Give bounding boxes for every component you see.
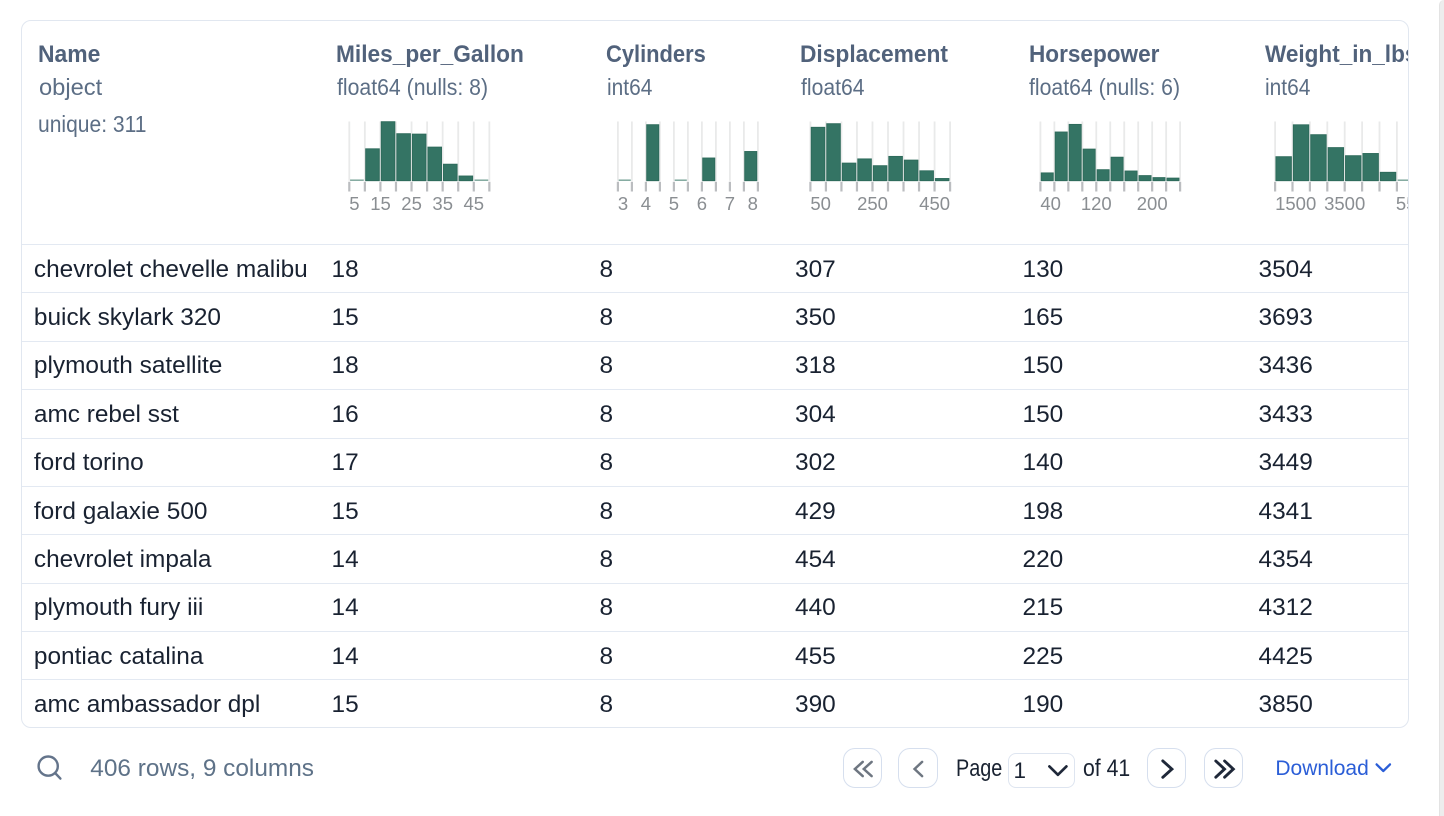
svg-text:15: 15 [370, 193, 391, 214]
svg-text:450: 450 [919, 193, 950, 214]
svg-text:50: 50 [810, 193, 831, 214]
svg-text:120: 120 [1080, 193, 1111, 214]
svg-text:3: 3 [617, 193, 627, 214]
svg-text:7: 7 [724, 193, 734, 214]
svg-text:5500: 5500 [1395, 193, 1408, 214]
svg-text:4: 4 [640, 193, 650, 214]
svg-text:1500: 1500 [1275, 193, 1316, 214]
svg-text:45: 45 [463, 193, 484, 214]
svg-text:250: 250 [857, 193, 888, 214]
svg-text:3500: 3500 [1324, 193, 1365, 214]
svg-text:40: 40 [1040, 193, 1061, 214]
svg-text:6: 6 [696, 193, 706, 214]
svg-text:35: 35 [432, 193, 453, 214]
svg-text:5: 5 [668, 193, 678, 214]
svg-text:5: 5 [349, 193, 359, 214]
svg-text:8: 8 [747, 193, 757, 214]
svg-text:200: 200 [1136, 193, 1167, 214]
svg-text:25: 25 [401, 193, 422, 214]
